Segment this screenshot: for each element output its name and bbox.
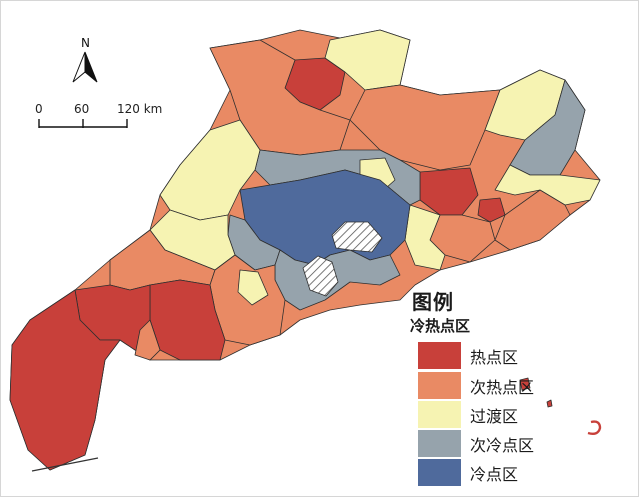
region-hatched-2 [302,255,339,297]
island-dot-2 [587,420,602,436]
north-arrow-label: N [81,36,90,50]
scale-tick-60: 60 [74,102,89,116]
legend-item-hot: 热点区 [418,342,598,370]
legend-subtitle: 冷热点区 [410,317,471,335]
legend-label-transition: 过渡区 [470,407,519,426]
region-hatched-1 [331,221,383,253]
legend-title: 图例 [412,290,454,314]
region-subhot-west-strip [134,319,161,361]
region-transition-eastcoast [404,204,446,271]
legend-item-subcold: 次冷点区 [418,430,598,458]
legend-item-transition: 过渡区 [418,401,598,429]
legend-item-subhot: 次热点区 [418,372,598,400]
region-hot-peninsula [9,289,121,471]
island-dot-3 [546,399,553,408]
scale-tick-120: 120 km [117,102,162,116]
scale-bar: 0 60 120 km [35,102,162,128]
region-transition-centerwest [237,269,269,306]
legend-swatch-cold [418,459,461,486]
north-arrow: N [72,36,98,83]
legend-swatch-hot [418,342,461,369]
scale-tick-0: 0 [35,102,43,116]
legend-item-cold: 冷点区 [418,459,598,487]
legend-swatch-subhot [418,372,461,399]
legend-label-subcold: 次冷点区 [470,436,535,455]
island-dot-1 [519,377,531,391]
region-subhot-southeast [494,189,571,251]
legend-label-hot: 热点区 [470,348,519,367]
legend-swatch-subcold [418,430,461,457]
region-transition-east [494,164,601,206]
legend-label-cold: 冷点区 [470,465,519,484]
region-hot-east-small [477,197,506,223]
legend-swatch-transition [418,401,461,428]
region-subhot-northeast [349,84,501,171]
coastline-marker [31,457,99,472]
legend-label-subhot: 次热点区 [470,378,535,397]
